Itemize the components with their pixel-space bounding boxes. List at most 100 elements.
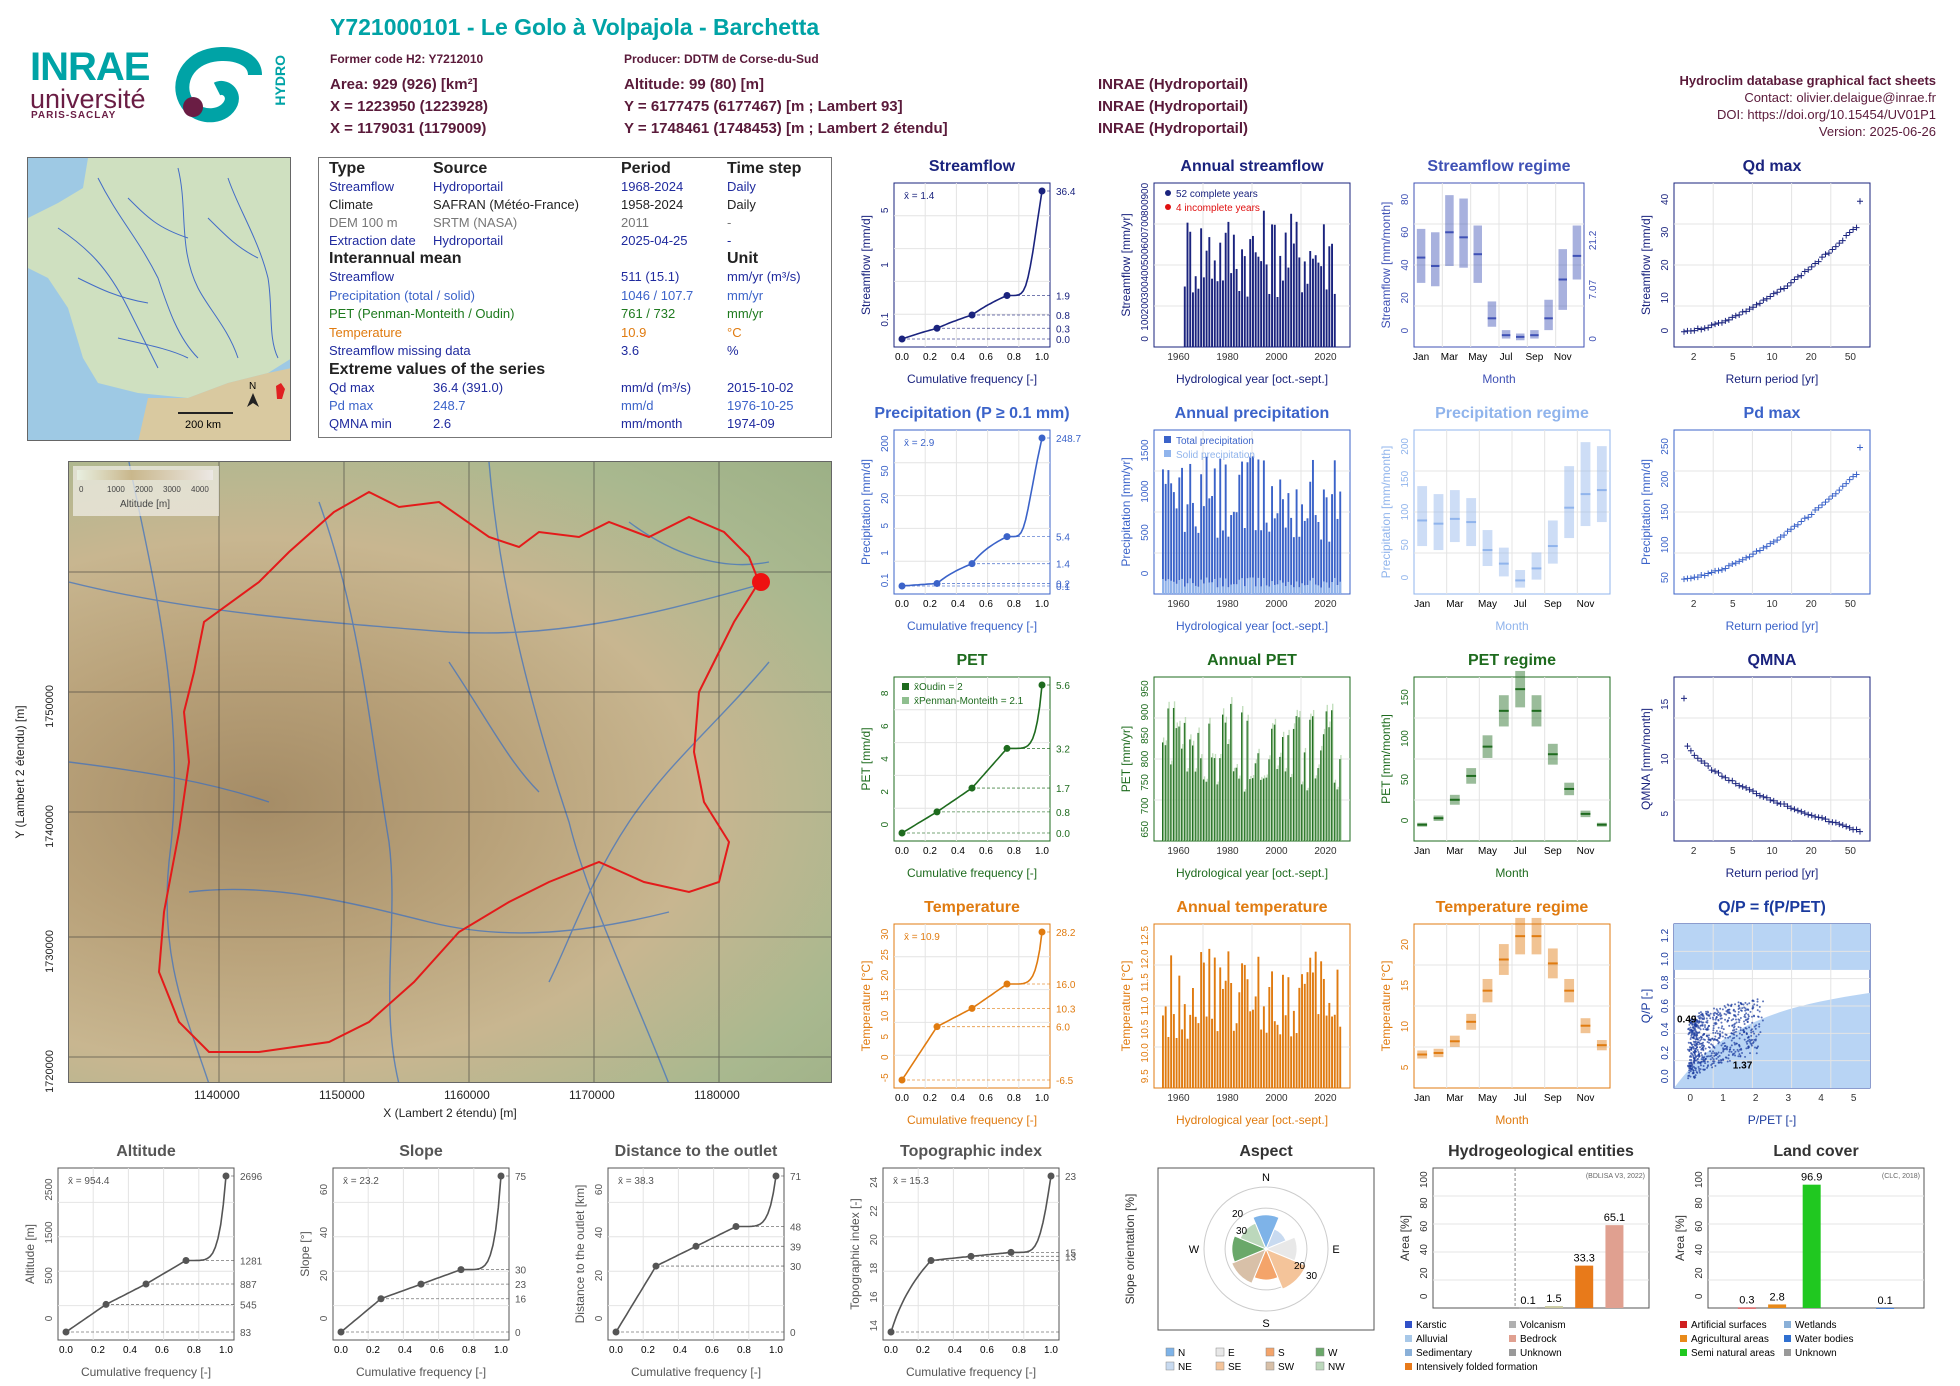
solid-precip-bar — [1271, 581, 1273, 594]
return-period-point — [1715, 567, 1722, 574]
return-period-point — [1812, 260, 1819, 267]
annual-bar — [1170, 955, 1173, 1088]
ratio-point — [1691, 1066, 1694, 1069]
y-tick-label: 20 — [880, 492, 891, 504]
ratio-point — [1697, 1026, 1700, 1029]
ratio-point — [1719, 1007, 1722, 1010]
legend-entry: Solid precipitation — [1176, 450, 1255, 461]
info-mean-row-cell: 761 / 732 — [621, 306, 676, 321]
right-tick-label: 1.4 — [1056, 560, 1070, 571]
ratio-point — [1739, 1017, 1742, 1020]
annual-bar — [1303, 983, 1306, 1088]
annual-bar — [1257, 956, 1260, 1088]
return-period-point — [1746, 553, 1753, 560]
legend-entry: Bedrock — [1520, 1334, 1558, 1345]
hydro-logo-icon — [175, 47, 262, 123]
ratio-point — [1738, 1021, 1741, 1024]
return-period-point — [1712, 768, 1719, 775]
quantile-point — [1038, 187, 1046, 195]
universite-logo: université — [30, 84, 146, 114]
info-extreme-row-cell: 248.7 — [433, 398, 466, 413]
chart-title: Qd max — [1743, 158, 1802, 175]
y-axis-label: QMNA [mm/month] — [1639, 708, 1653, 810]
x-tick-label: Nov — [1577, 599, 1595, 610]
annual-bar — [1246, 462, 1249, 594]
topo-chart: Topographic index Cumulative frequency [-… — [848, 1143, 1077, 1379]
ratio-point — [1744, 1009, 1747, 1012]
ratio-point — [1694, 1047, 1697, 1050]
return-period-point — [1687, 747, 1694, 754]
annual-bar — [1246, 296, 1249, 347]
annual-bar — [1227, 221, 1230, 347]
annual-bar — [1181, 467, 1183, 594]
mean-label: x̄ = 38.3 — [618, 1176, 654, 1187]
info-mean-row: Streamflow missing data 3.6% — [329, 343, 821, 361]
percentage-bar — [1519, 1307, 1538, 1309]
return-period-point — [1739, 308, 1746, 315]
chart-title: Slope — [399, 1143, 443, 1160]
annual-bar — [1205, 1016, 1208, 1088]
annual-bar — [1164, 1006, 1167, 1088]
ratio-point — [1734, 1050, 1737, 1053]
x-axis-label: Cumulative frequency [-] — [907, 372, 1037, 386]
x-tick-label: 0.2 — [916, 1345, 930, 1356]
y-tick-label: 11.5 — [1140, 973, 1151, 992]
y-tick-label: 950 — [1140, 680, 1151, 697]
return-period-point — [1725, 562, 1732, 569]
x-tick-label: 0.2 — [366, 1345, 380, 1356]
return-period-point — [1736, 558, 1743, 565]
annual-bar — [1314, 951, 1317, 1088]
ratio-point — [1698, 1054, 1701, 1057]
ratio-point — [1691, 1032, 1694, 1035]
ratio-point — [1738, 1037, 1741, 1040]
right-tick-label: 0.2 — [1056, 579, 1070, 590]
ratio-point — [1712, 1058, 1715, 1061]
annual-bar — [1246, 979, 1249, 1088]
annual-bar — [1235, 1023, 1238, 1088]
regime-box — [1431, 232, 1440, 287]
altitude-legend-tick: 3000 — [163, 485, 181, 494]
annual-temperature-chart: Annual temperature Hydrological year [oct… — [1119, 899, 1351, 1127]
solid-precip-bar — [1260, 586, 1263, 594]
pm-pet-bar — [1272, 723, 1274, 841]
y-tick-label: 20 — [319, 1270, 330, 1282]
pm-pet-bar — [1222, 708, 1225, 841]
annual-bar — [1303, 520, 1306, 594]
annual-bar — [1183, 286, 1186, 347]
legend-entry: Intensively folded formation — [1416, 1362, 1538, 1373]
y-tick-label: 30 — [880, 928, 891, 940]
solid-precip-bar — [1170, 580, 1173, 594]
y-tick-label: 500 — [1140, 524, 1151, 541]
quantile-point — [898, 335, 906, 343]
ratio-point — [1700, 1051, 1703, 1054]
y-tick-label: 0.6 — [1660, 999, 1671, 1013]
return-period-point — [1729, 314, 1736, 321]
north-label: N — [249, 381, 256, 392]
regime-box — [1531, 552, 1542, 580]
annual-bar — [1249, 239, 1252, 347]
ratio-point — [1713, 1060, 1716, 1063]
x-tick-label: 5 — [1730, 846, 1736, 857]
percentage-bar — [1575, 1265, 1594, 1308]
ratio-point — [1737, 1055, 1740, 1058]
y-tick-label: 16 — [869, 1291, 880, 1303]
right-tick-label: 30 — [515, 1266, 527, 1277]
solid-precip-bar — [1295, 581, 1298, 594]
annual-bar — [1260, 530, 1263, 594]
x-tick-label: 2000 — [1265, 846, 1288, 857]
chart-title: Pd max — [1744, 405, 1801, 422]
mean-label: x̄ = 10.9 — [904, 932, 940, 943]
y-tick-label: 40 — [594, 1227, 605, 1239]
chart-title: Altitude — [116, 1143, 176, 1160]
info-mean-row: Precipitation (total / solid) 1046 / 107.… — [329, 288, 821, 306]
return-period-point — [1767, 293, 1774, 300]
ratio-point — [1744, 1016, 1747, 1019]
ratio-point — [1712, 1062, 1715, 1065]
return-period-point — [1729, 777, 1736, 784]
x-tick-label: 0.8 — [737, 1345, 751, 1356]
annual-bar — [1287, 267, 1290, 347]
aspect-wedge — [1265, 1248, 1307, 1290]
x-axis-label: Cumulative frequency [-] — [906, 1365, 1036, 1379]
ratio-point — [1753, 1032, 1756, 1035]
ratio-point — [1754, 1027, 1757, 1030]
